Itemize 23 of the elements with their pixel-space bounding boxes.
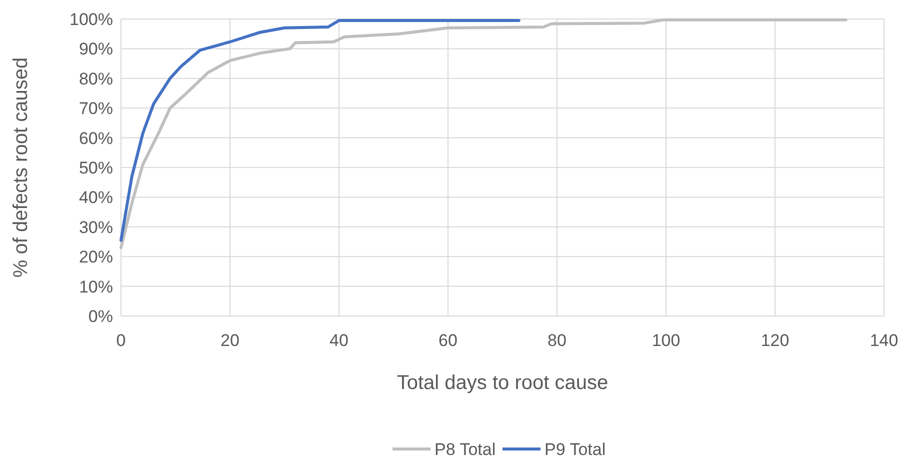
y-tick-label: 80% bbox=[78, 69, 113, 88]
y-tick-label: 10% bbox=[78, 277, 113, 296]
y-tick-label: 0% bbox=[88, 306, 113, 326]
y-tick-label: 60% bbox=[78, 128, 113, 148]
y-tick-label: 90% bbox=[78, 40, 113, 59]
x-tick-label: 0 bbox=[116, 331, 126, 350]
legend-label: P8 Total bbox=[434, 440, 496, 459]
y-tick-label: 30% bbox=[78, 218, 113, 237]
x-tick-label: 140 bbox=[870, 331, 898, 350]
x-tick-label: 120 bbox=[760, 331, 790, 350]
x-tick-label: 20 bbox=[220, 331, 240, 350]
y-tick-label: 50% bbox=[78, 158, 113, 178]
y-tick-label: 40% bbox=[78, 188, 113, 208]
x-tick-label: 40 bbox=[330, 331, 348, 350]
legend-label: P9 Total bbox=[544, 440, 606, 459]
y-tick-label: 20% bbox=[78, 248, 113, 267]
y-tick-label: 100% bbox=[70, 10, 113, 29]
x-tick-label: 80 bbox=[548, 331, 566, 350]
x-tick-label: 60 bbox=[438, 331, 458, 350]
x-tick-label: 100 bbox=[652, 331, 680, 350]
y-tick-label: 70% bbox=[78, 99, 113, 118]
y-axis-title: % of defects root caused bbox=[10, 57, 32, 278]
x-axis-title: Total days to root cause bbox=[396, 372, 608, 394]
